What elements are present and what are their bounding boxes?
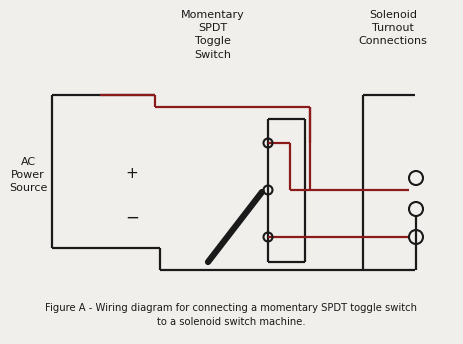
- Text: Figure A - Wiring diagram for connecting a momentary SPDT toggle switch: Figure A - Wiring diagram for connecting…: [45, 303, 417, 313]
- Text: AC
Power
Source: AC Power Source: [9, 157, 47, 193]
- Text: Solenoid
Turnout
Connections: Solenoid Turnout Connections: [358, 10, 427, 46]
- Text: −: −: [125, 209, 139, 227]
- Text: +: +: [125, 166, 138, 182]
- Text: to a solenoid switch machine.: to a solenoid switch machine.: [156, 317, 305, 327]
- Text: Momentary
SPDT
Toggle
Switch: Momentary SPDT Toggle Switch: [181, 10, 245, 60]
